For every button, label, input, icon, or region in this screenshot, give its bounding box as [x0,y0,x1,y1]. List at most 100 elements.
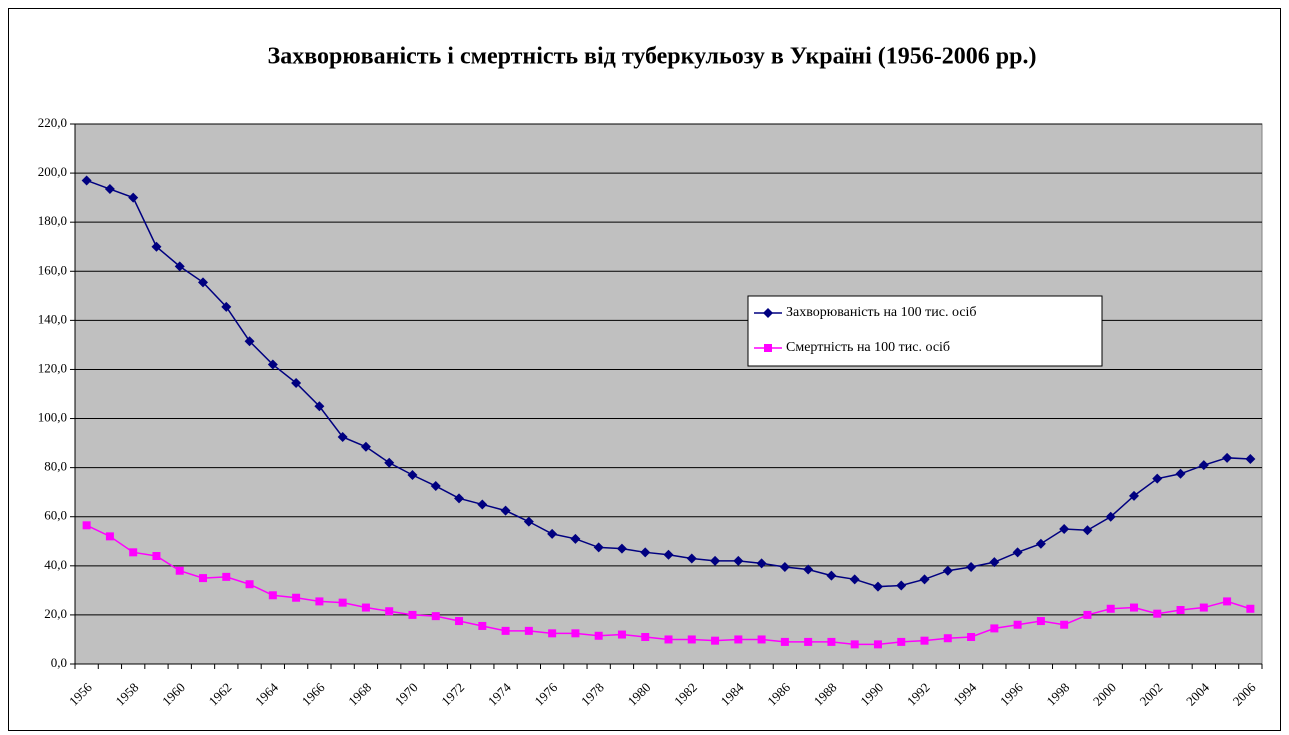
y-tick-label: 180,0 [38,213,67,228]
y-tick-label: 20,0 [44,606,67,621]
data-point [1223,597,1232,606]
data-point [268,591,277,600]
data-point [734,635,743,644]
data-point [175,566,184,575]
data-point [360,441,371,452]
data-point [1176,606,1185,614]
data-point [129,548,138,557]
data-point [640,547,651,558]
y-tick-label: 160,0 [38,262,67,277]
data-point [827,637,836,646]
data-point [407,470,418,480]
data-point [267,359,278,370]
y-tick-label: 80,0 [44,459,67,474]
y-tick-label: 140,0 [38,311,67,326]
data-point [1222,452,1233,463]
data-point [711,636,720,645]
data-point [1106,604,1115,613]
data-point [82,521,91,530]
data-point [1013,620,1022,629]
data-point [152,552,161,560]
legend-marker [764,344,772,352]
data-point [1129,603,1138,612]
data-point [1012,547,1023,558]
data-point [337,431,348,442]
data-point [454,493,465,504]
legend-box [747,295,1103,367]
data-point [1082,525,1093,536]
data-point [942,565,953,576]
legend-label: Захворюваність на 100 тис. осіб [786,305,977,320]
data-point [849,574,860,585]
data-point [430,481,441,492]
plot-area [74,123,1263,665]
y-tick-label: 200,0 [38,164,67,179]
y-tick-label: 220,0 [38,115,67,130]
data-point [1198,460,1209,471]
data-point [314,401,325,412]
data-point [104,184,115,195]
data-point [1199,603,1208,612]
data-point [174,261,185,272]
data-point [1153,609,1162,618]
data-point [384,457,395,468]
data-point [850,640,859,649]
data-point [199,574,208,583]
data-point [919,574,930,585]
data-point [523,516,534,527]
data-point [593,542,604,553]
data-point [501,626,510,635]
data-point [1152,473,1163,484]
data-point [547,528,558,539]
data-point [804,637,813,646]
legend-label: Смертність на 100 тис. осіб [786,340,950,355]
y-tick-label: 0,0 [51,655,67,670]
data-point [803,564,814,575]
data-point [967,633,976,641]
y-tick-label: 60,0 [44,508,67,523]
data-point [594,631,603,640]
data-point [524,626,533,635]
data-point [757,635,766,644]
data-point [663,549,674,560]
data-point [245,580,254,589]
data-point [244,336,255,347]
data-point [105,532,114,541]
data-point [1245,454,1256,465]
chart-title: Захворюваність і смертність від туберкул… [268,44,1037,70]
data-point [617,630,626,639]
y-tick-label: 120,0 [38,360,67,375]
data-point [1060,620,1069,629]
data-point [221,301,232,312]
data-point [455,617,464,626]
y-tick-label: 100,0 [38,410,67,425]
data-point [478,621,487,630]
data-point [1128,490,1139,501]
data-point [616,543,627,554]
legend-marker [763,308,773,318]
data-point [664,635,673,644]
data-point [779,562,790,573]
data-point [989,557,1000,568]
data-point [641,633,650,641]
data-point [431,612,440,621]
data-point [1246,604,1255,613]
data-point [477,499,488,510]
data-point [408,610,417,619]
data-point [151,241,162,252]
data-point [710,555,721,566]
data-point [733,555,744,566]
legend: Захворюваність на 100 тис. осіб Смертніст… [747,295,1103,367]
data-point [292,593,301,602]
data-point [128,192,139,203]
data-point [873,640,882,649]
data-point [872,581,883,592]
data-point [291,377,302,388]
data-point [571,629,580,638]
data-point [385,607,394,616]
data-point [570,533,581,544]
data-point [1059,524,1070,534]
data-point [990,624,999,633]
